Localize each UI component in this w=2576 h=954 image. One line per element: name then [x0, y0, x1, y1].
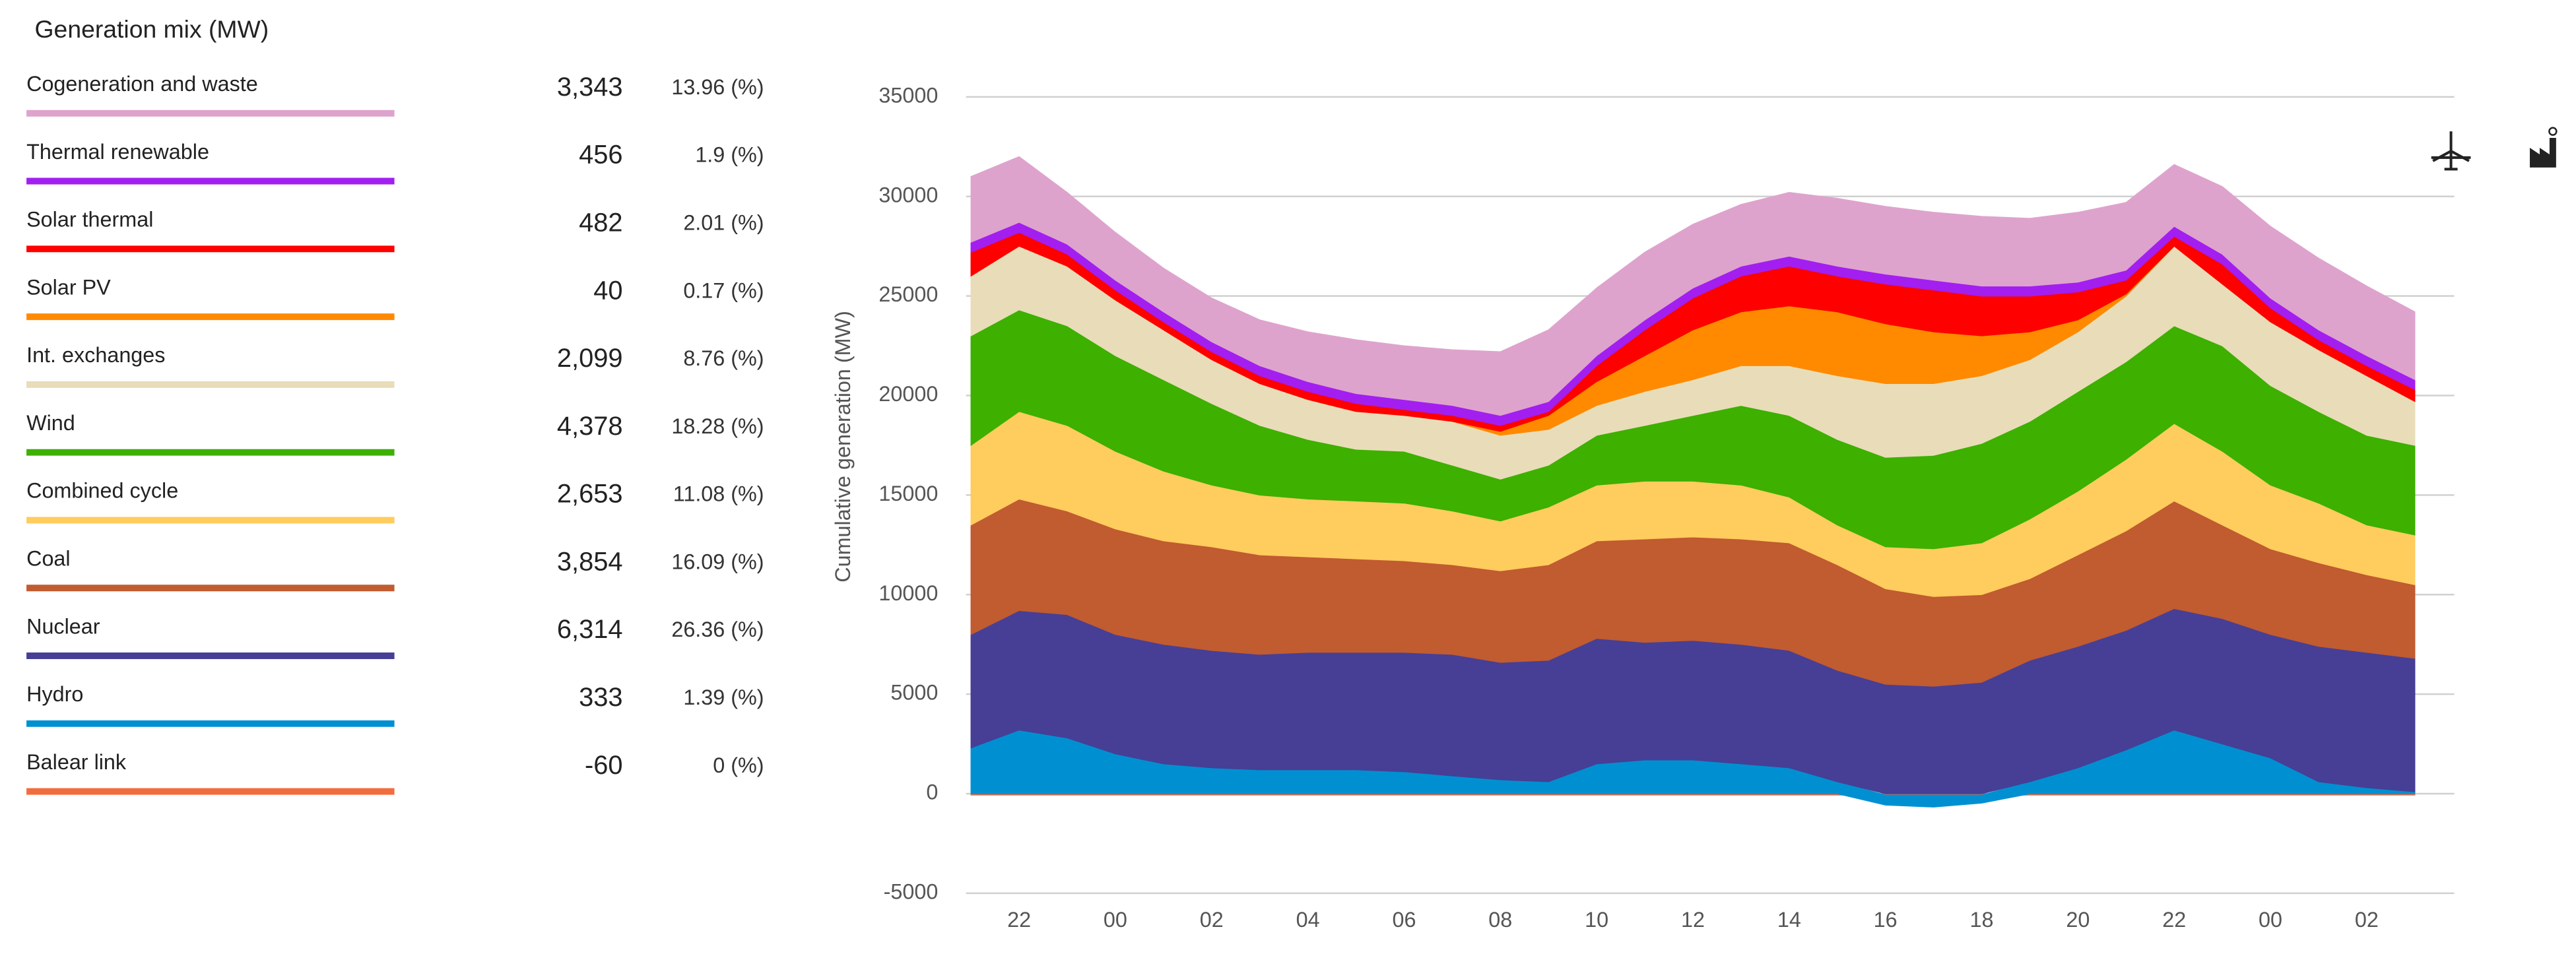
legend-name: Coal: [26, 546, 71, 570]
legend-share: 26.36 (%): [671, 618, 764, 641]
y-axis-label: Cumulative generation (MW): [831, 311, 855, 583]
x-tick-label: 22: [2162, 908, 2186, 932]
legend-share: 8.76 (%): [683, 346, 764, 370]
y-tick-label: 20000: [878, 382, 938, 406]
legend-name: Solar thermal: [26, 208, 153, 232]
legend-share: 1.9 (%): [695, 143, 764, 167]
legend-share: 0 (%): [713, 753, 764, 777]
plot: [966, 96, 2455, 895]
legend-name: Wind: [26, 411, 75, 435]
legend-share: 18.28 (%): [671, 414, 764, 438]
x-tick-label: 02: [1200, 908, 1224, 932]
legend-name: Int. exchanges: [26, 343, 165, 367]
x-tick-label: 00: [2259, 908, 2282, 932]
x-tick-label: 04: [1296, 908, 1320, 932]
x-tick-label: 12: [1681, 908, 1705, 932]
y-tick-label: 15000: [878, 482, 938, 505]
legend-current: 3,854: [557, 547, 623, 576]
legend-share: 13.96 (%): [671, 75, 764, 99]
legend-name: Cogeneration and waste: [26, 72, 258, 96]
factory-icon[interactable]: [2530, 127, 2558, 168]
x-tick-label: 20: [2066, 908, 2090, 932]
x-tick-label: 02: [2355, 908, 2379, 932]
x-tick-label: 08: [1488, 908, 1512, 932]
x-tick-label: 16: [1874, 908, 1898, 932]
y-tick-label: -5000: [884, 879, 939, 903]
legend-share: 1.39 (%): [683, 685, 764, 709]
legend-name: Balear link: [26, 750, 127, 774]
legend-share: 0.17 (%): [683, 278, 764, 302]
legend-current: 3,343: [557, 73, 623, 102]
x-tick-label: 10: [1585, 908, 1608, 932]
legend-title: Generation mix (MW): [35, 15, 269, 43]
legend-current: 456: [579, 141, 622, 170]
y-tick-label: 5000: [890, 681, 938, 705]
legend-share: 2.01 (%): [683, 211, 764, 235]
legend-current: 6,314: [557, 615, 623, 644]
legend-current: 4,378: [557, 412, 623, 441]
legend-name: Thermal renewable: [26, 140, 209, 164]
legend-current: 2,099: [557, 344, 623, 373]
area: [970, 156, 2416, 416]
x-tick-label: 18: [1970, 908, 1994, 932]
x-tick-label: 00: [1104, 908, 1127, 932]
legend-name: Solar PV: [26, 275, 111, 299]
legend-current: 333: [579, 683, 622, 712]
legend-share: 11.08 (%): [673, 482, 764, 506]
y-tick-label: 0: [926, 780, 938, 804]
legend-name: Hydro: [26, 682, 83, 706]
x-tick-label: 06: [1392, 908, 1416, 932]
legend-current: 482: [579, 208, 622, 237]
y-tick-label: 25000: [878, 282, 938, 306]
y-tick-label: 10000: [878, 581, 938, 605]
wind-icon[interactable]: [2431, 131, 2471, 171]
x-tick-label: 22: [1007, 908, 1031, 932]
y-tick-label: 30000: [878, 183, 938, 207]
legend-share: 16.09 (%): [671, 550, 764, 573]
y-tick-label: 35000: [878, 83, 938, 107]
legend-current: -60: [585, 751, 623, 780]
x-tick-label: 14: [1777, 908, 1801, 932]
legend-current: 2,653: [557, 480, 623, 509]
legend-name: Nuclear: [26, 614, 100, 638]
legend-current: 40: [593, 276, 622, 305]
legend-name: Combined cycle: [26, 479, 178, 503]
